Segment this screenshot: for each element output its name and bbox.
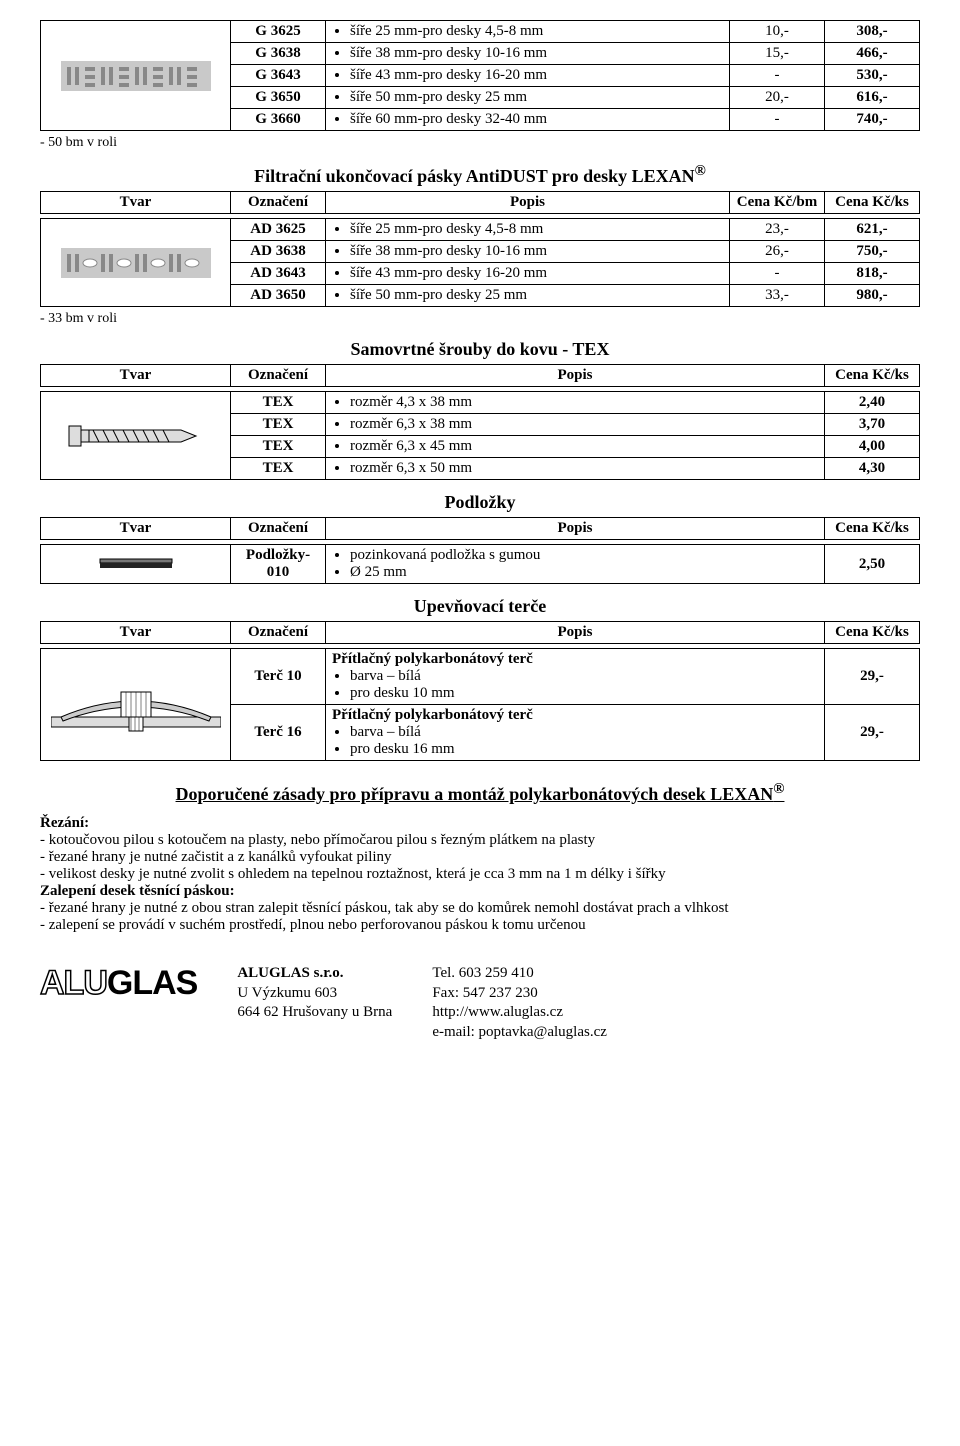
- note-50bm: - 50 bm v roli: [40, 135, 920, 151]
- g-c1: 10,-: [730, 21, 825, 43]
- note-33bm: - 33 bm v roli: [40, 311, 920, 327]
- terc-header: Tvar Označení Popis Cena Kč/ks: [40, 621, 920, 644]
- washer-icon-cell: [41, 545, 231, 584]
- terc-table: Terč 10 Přítlačný polykarbonátový terč b…: [40, 648, 920, 761]
- g-c2: 308,-: [825, 21, 920, 43]
- section2-title: Filtrační ukončovací pásky AntiDUST pro …: [40, 163, 920, 187]
- footer-address: ALUGLAS s.r.o. U Výzkumu 603 664 62 Hruš…: [237, 964, 392, 1023]
- ad-tape-header: Tvar Označení Popis Cena Kč/bm Cena Kč/k…: [40, 191, 920, 214]
- terc-icon: [51, 677, 221, 732]
- logo: ALUGLAS: [40, 964, 197, 1003]
- section6-title: Doporučené zásady pro přípravu a montáž …: [40, 781, 920, 805]
- rezani-block: Řezání: - kotoučovou pilou s kotoučem na…: [40, 815, 920, 883]
- washer-header: Tvar Označení Popis Cena Kč/ks: [40, 517, 920, 540]
- terc-icon-cell: [41, 649, 231, 761]
- tex-header: Tvar Označení Popis Cena Kč/ks: [40, 364, 920, 387]
- ad-tape-table: AD 3625 šíře 25 mm-pro desky 4,5-8 mm 23…: [40, 218, 920, 307]
- g-tape-table: G 3625 šíře 25 mm-pro desky 4,5-8 mm 10,…: [40, 20, 920, 131]
- washer-icon: [96, 556, 176, 572]
- footer-contact: Tel. 603 259 410 Fax: 547 237 230 http:/…: [432, 964, 607, 1042]
- screw-icon-cell: [41, 392, 231, 480]
- footer: ALUGLAS ALUGLAS s.r.o. U Výzkumu 603 664…: [40, 964, 920, 1042]
- tape-icon-cell: [41, 21, 231, 131]
- screw-icon: [61, 416, 211, 456]
- section4-title: Podložky: [40, 492, 920, 513]
- tex-table: TEX rozměr 4,3 x 38 mm 2,40 TEX rozměr 6…: [40, 391, 920, 480]
- g-desc: šíře 25 mm-pro desky 4,5-8 mm: [326, 21, 730, 43]
- section5-title: Upevňovací terče: [40, 596, 920, 617]
- tape-perf-icon-cell: [41, 219, 231, 307]
- washer-table: Podložky-010 pozinkovaná podložka s gumo…: [40, 544, 920, 584]
- section3-title: Samovrtné šrouby do kovu - TEX: [40, 339, 920, 360]
- g-code: G 3625: [231, 21, 326, 43]
- tape-plain-icon: [61, 55, 211, 97]
- zalep-block: Zalepení desek těsnící páskou: - řezané …: [40, 883, 920, 934]
- tape-perforated-icon: [61, 242, 211, 284]
